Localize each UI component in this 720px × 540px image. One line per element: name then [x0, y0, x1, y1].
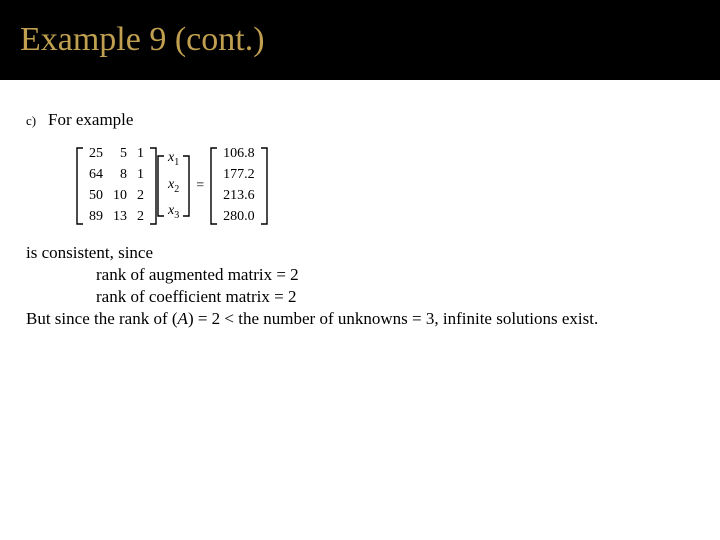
cell: 1: [132, 144, 149, 165]
cell: 64: [84, 165, 108, 186]
cell: 5: [108, 144, 132, 165]
content-area: c) For example 2551 6481 50102 89132 x1 …: [0, 80, 720, 330]
text-frag: ) = 2 < the number of unknowns = 3, infi…: [188, 309, 598, 328]
left-bracket-icon: [76, 147, 84, 225]
vector-x: x1 x2 x3: [165, 146, 182, 225]
right-bracket-icon: [260, 147, 268, 225]
explanation-block: is consistent, since rank of augmented m…: [26, 242, 694, 330]
cell: 13: [108, 207, 132, 228]
cell: 213.6: [218, 186, 260, 207]
vector-b: 106.8 177.2 213.6 280.0: [218, 144, 260, 228]
cell: 8: [108, 165, 132, 186]
matrix-equation: 2551 6481 50102 89132 x1 x2 x3 =: [76, 144, 694, 228]
cell: x3: [165, 199, 182, 225]
sub: 3: [174, 210, 179, 221]
explain-line-3: rank of coefficient matrix = 2: [26, 286, 694, 308]
right-bracket-icon: [149, 147, 157, 225]
cell: 25: [84, 144, 108, 165]
cell: 177.2: [218, 165, 260, 186]
cell: 1: [132, 165, 149, 186]
cell: 106.8: [218, 144, 260, 165]
item-marker: c): [26, 113, 48, 129]
title-bar: Example 9 (cont.): [0, 0, 720, 80]
cell: 280.0: [218, 207, 260, 228]
cell: 2: [132, 207, 149, 228]
left-bracket-icon: [157, 155, 165, 217]
text-frag: But since the rank of (: [26, 309, 178, 328]
item-lead-text: For example: [48, 110, 133, 130]
explain-line-4: But since the rank of (A) = 2 < the numb…: [26, 308, 694, 330]
matrix-name: A: [178, 309, 188, 328]
left-bracket-icon: [210, 147, 218, 225]
cell: 89: [84, 207, 108, 228]
explain-line-2: rank of augmented matrix = 2: [26, 264, 694, 286]
list-item: c) For example: [26, 110, 694, 130]
cell: 50: [84, 186, 108, 207]
equals-sign: =: [190, 178, 210, 194]
explain-line-1: is consistent, since: [26, 242, 694, 264]
cell: x2: [165, 173, 182, 199]
cell: 2: [132, 186, 149, 207]
sub: 2: [174, 183, 179, 194]
slide-title: Example 9 (cont.): [20, 21, 265, 59]
matrix-A: 2551 6481 50102 89132: [84, 144, 149, 228]
cell: x1: [165, 146, 182, 172]
right-bracket-icon: [182, 155, 190, 217]
sub: 1: [174, 157, 179, 168]
cell: 10: [108, 186, 132, 207]
